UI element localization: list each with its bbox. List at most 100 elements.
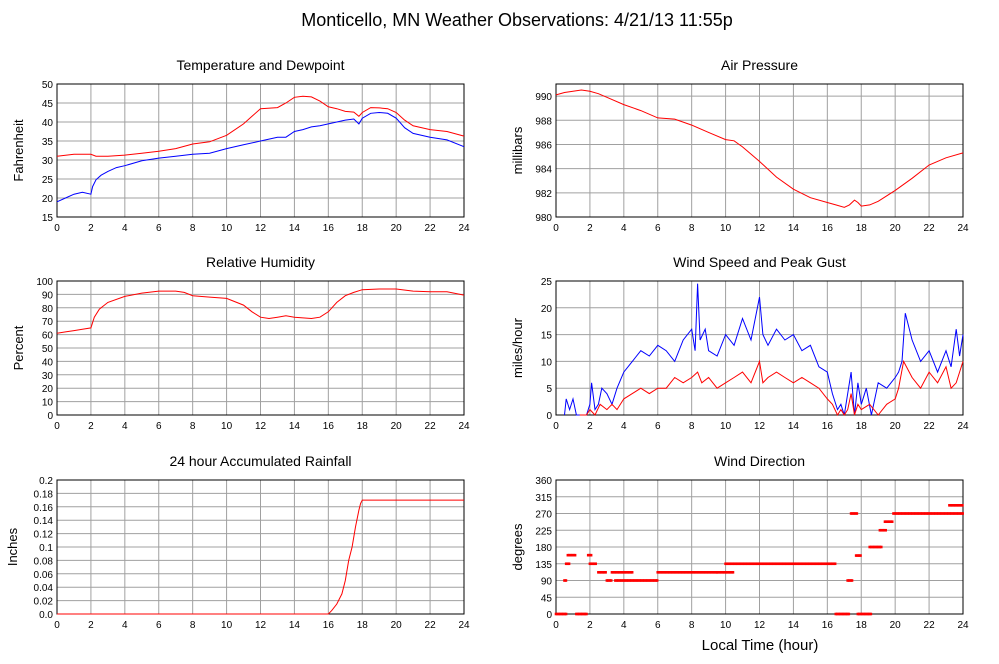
- direction-point: [619, 571, 622, 574]
- y-tick-label: 15: [42, 213, 54, 224]
- direction-point: [698, 571, 701, 574]
- direction-point: [825, 562, 828, 566]
- direction-point: [961, 504, 964, 507]
- y-tick-label: 50: [42, 344, 54, 355]
- x-tick-label: 14: [788, 421, 800, 432]
- x-tick-label: 18: [357, 421, 369, 432]
- direction-point: [676, 571, 680, 574]
- y-tick-label: 990: [535, 92, 552, 103]
- x-tick-label: 20: [391, 620, 403, 631]
- direction-point: [725, 562, 729, 566]
- x-tick-label: 2: [587, 620, 593, 631]
- direction-point: [802, 562, 805, 566]
- y-tick-label: 20: [42, 384, 54, 395]
- x-tick-label: 12: [754, 421, 766, 432]
- series-line-0: [57, 499, 464, 615]
- direction-point: [601, 571, 605, 574]
- series-line-0: [56, 288, 465, 334]
- direction-point: [579, 612, 582, 616]
- direction-point: [849, 512, 853, 515]
- direction-point: [846, 579, 849, 582]
- direction-point: [822, 562, 825, 566]
- direction-point: [942, 512, 946, 515]
- direction-point: [796, 562, 799, 566]
- x-tick-label: 20: [391, 223, 403, 234]
- direction-point: [724, 571, 728, 574]
- direction-point: [609, 579, 613, 582]
- direction-point: [921, 512, 924, 515]
- direction-point: [763, 562, 766, 566]
- y-tick-label: 30: [42, 371, 54, 382]
- direction-point: [580, 612, 584, 616]
- direction-point: [929, 512, 933, 515]
- x-tick-label: 16: [822, 421, 834, 432]
- plot-frame: [555, 479, 964, 615]
- direction-point: [826, 562, 830, 566]
- direction-point: [957, 512, 960, 515]
- direction-point: [622, 579, 626, 582]
- direction-point: [650, 579, 653, 582]
- y-tick-label: 80: [42, 304, 54, 315]
- direction-point: [946, 512, 950, 515]
- x-tick-label: 6: [655, 620, 661, 631]
- direction-point: [794, 562, 798, 566]
- direction-point: [872, 545, 876, 549]
- x-tick-label: 14: [788, 620, 800, 631]
- direction-point: [866, 612, 870, 616]
- direction-point: [773, 562, 776, 566]
- direction-point: [734, 562, 737, 566]
- x-tick-label: 0: [54, 223, 60, 234]
- x-tick-label: 8: [689, 620, 695, 631]
- y-tick-label: 5: [546, 384, 552, 395]
- direction-point: [877, 545, 880, 549]
- direction-point: [627, 579, 630, 582]
- direction-point: [556, 612, 559, 616]
- direction-point: [793, 562, 797, 566]
- x-tick-label: 22: [425, 223, 437, 234]
- direction-point: [900, 512, 904, 515]
- direction-point: [844, 612, 848, 616]
- direction-point: [743, 562, 746, 566]
- direction-point: [652, 579, 656, 582]
- series-line-0: [56, 95, 465, 157]
- x-tick-label: 14: [289, 620, 301, 631]
- direction-point: [766, 562, 769, 566]
- direction-point: [761, 562, 765, 566]
- direction-point: [915, 512, 918, 515]
- direction-point: [748, 562, 752, 566]
- direction-point: [948, 512, 951, 515]
- direction-point: [755, 562, 759, 566]
- direction-point: [620, 571, 624, 574]
- direction-point: [841, 612, 845, 616]
- direction-point: [731, 571, 735, 574]
- direction-point: [923, 512, 927, 515]
- direction-point: [813, 562, 817, 566]
- direction-point: [623, 571, 627, 574]
- direction-point: [644, 579, 647, 582]
- direction-point: [645, 579, 649, 582]
- y-tick-label: 0.14: [34, 516, 54, 527]
- direction-point: [737, 562, 740, 566]
- y-tick-label: 35: [42, 137, 54, 148]
- direction-point: [564, 579, 568, 582]
- x-tick-label: 8: [689, 421, 695, 432]
- direction-point: [744, 562, 748, 566]
- direction-point: [828, 562, 831, 566]
- direction-point: [648, 579, 652, 582]
- direction-point: [854, 512, 857, 515]
- x-tick-label: 10: [221, 421, 233, 432]
- direction-point: [780, 562, 784, 566]
- direction-point: [598, 571, 602, 574]
- direction-point: [859, 612, 863, 616]
- series-line-1: [579, 359, 964, 417]
- panel-title: Wind Direction: [714, 453, 805, 469]
- direction-point: [727, 571, 730, 574]
- direction-point: [634, 579, 637, 582]
- direction-point: [959, 512, 963, 515]
- direction-point: [835, 612, 839, 616]
- direction-point: [660, 571, 664, 574]
- direction-point: [849, 579, 852, 582]
